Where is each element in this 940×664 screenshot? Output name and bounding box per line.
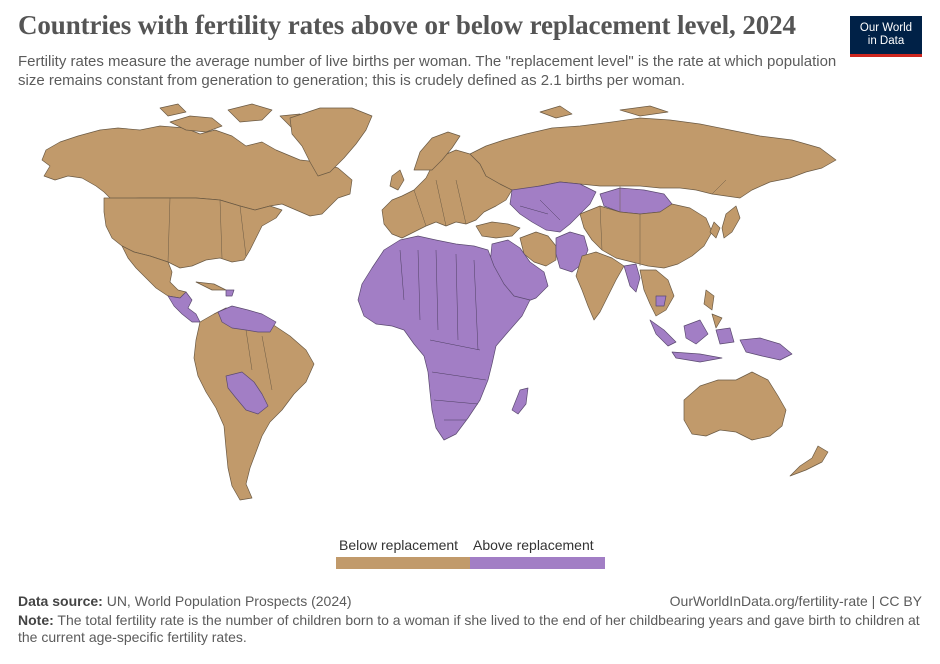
- legend-swatch-above[interactable]: [470, 557, 605, 569]
- region-korea-japan[interactable]: [709, 205, 741, 239]
- region-haiti[interactable]: [225, 289, 235, 297]
- data-source: Data source: UN, World Population Prospe…: [18, 593, 352, 609]
- region-central-america[interactable]: [167, 291, 201, 323]
- world-map-svg: [41, 103, 837, 501]
- region-greenland[interactable]: [289, 107, 373, 177]
- note-text: The total fertility rate is the number o…: [18, 612, 920, 645]
- data-source-text: UN, World Population Prospects (2024): [106, 593, 352, 609]
- source-url-link[interactable]: OurWorldInData.org/fertility-rate | CC B…: [669, 593, 922, 609]
- region-bolivia-paraguay[interactable]: [225, 371, 269, 415]
- world-map[interactable]: [0, 100, 940, 520]
- legend-label-below: Below replacement: [339, 537, 459, 553]
- region-kazakhstan-central-asia[interactable]: [509, 181, 597, 233]
- region-cuba[interactable]: [195, 281, 227, 291]
- region-russia[interactable]: [469, 117, 837, 199]
- region-southeast-asia[interactable]: [639, 269, 675, 317]
- chart-subtitle: Fertility rates measure the average numb…: [18, 53, 837, 89]
- region-madagascar[interactable]: [511, 387, 529, 415]
- region-europe[interactable]: [381, 149, 513, 239]
- region-africa[interactable]: [357, 235, 531, 441]
- legend-label-above: Above replacement: [473, 537, 594, 553]
- chart-title: Countries with fertility rates above or …: [18, 10, 796, 40]
- owid-logo[interactable]: Our World in Data: [850, 16, 922, 57]
- logo-line-1: Our World: [859, 22, 913, 34]
- region-australia[interactable]: [683, 371, 787, 441]
- region-cambodia[interactable]: [655, 295, 667, 307]
- footer-note: Note: The total fertility rate is the nu…: [18, 612, 923, 646]
- region-philippines[interactable]: [703, 289, 723, 329]
- region-venezuela-guyana[interactable]: [217, 305, 277, 333]
- region-uk[interactable]: [389, 169, 405, 191]
- region-russia-islands[interactable]: [539, 105, 669, 119]
- logo-line-2: in Data: [867, 35, 905, 47]
- region-turkey[interactable]: [475, 221, 521, 239]
- region-indonesia[interactable]: [649, 319, 735, 363]
- border-lines-below: [167, 179, 727, 391]
- legend-swatch-below[interactable]: [336, 557, 470, 569]
- region-papua-new-guinea[interactable]: [739, 337, 793, 361]
- region-iran[interactable]: [519, 231, 557, 267]
- note-label: Note:: [18, 612, 54, 628]
- region-myanmar[interactable]: [623, 263, 641, 293]
- region-china[interactable]: [579, 203, 713, 269]
- data-source-label: Data source:: [18, 593, 103, 609]
- region-scandinavia[interactable]: [413, 131, 461, 171]
- border-lines-above: [399, 199, 561, 421]
- region-india[interactable]: [575, 251, 625, 321]
- region-canada-islands[interactable]: [159, 103, 307, 133]
- region-new-zealand[interactable]: [789, 445, 829, 477]
